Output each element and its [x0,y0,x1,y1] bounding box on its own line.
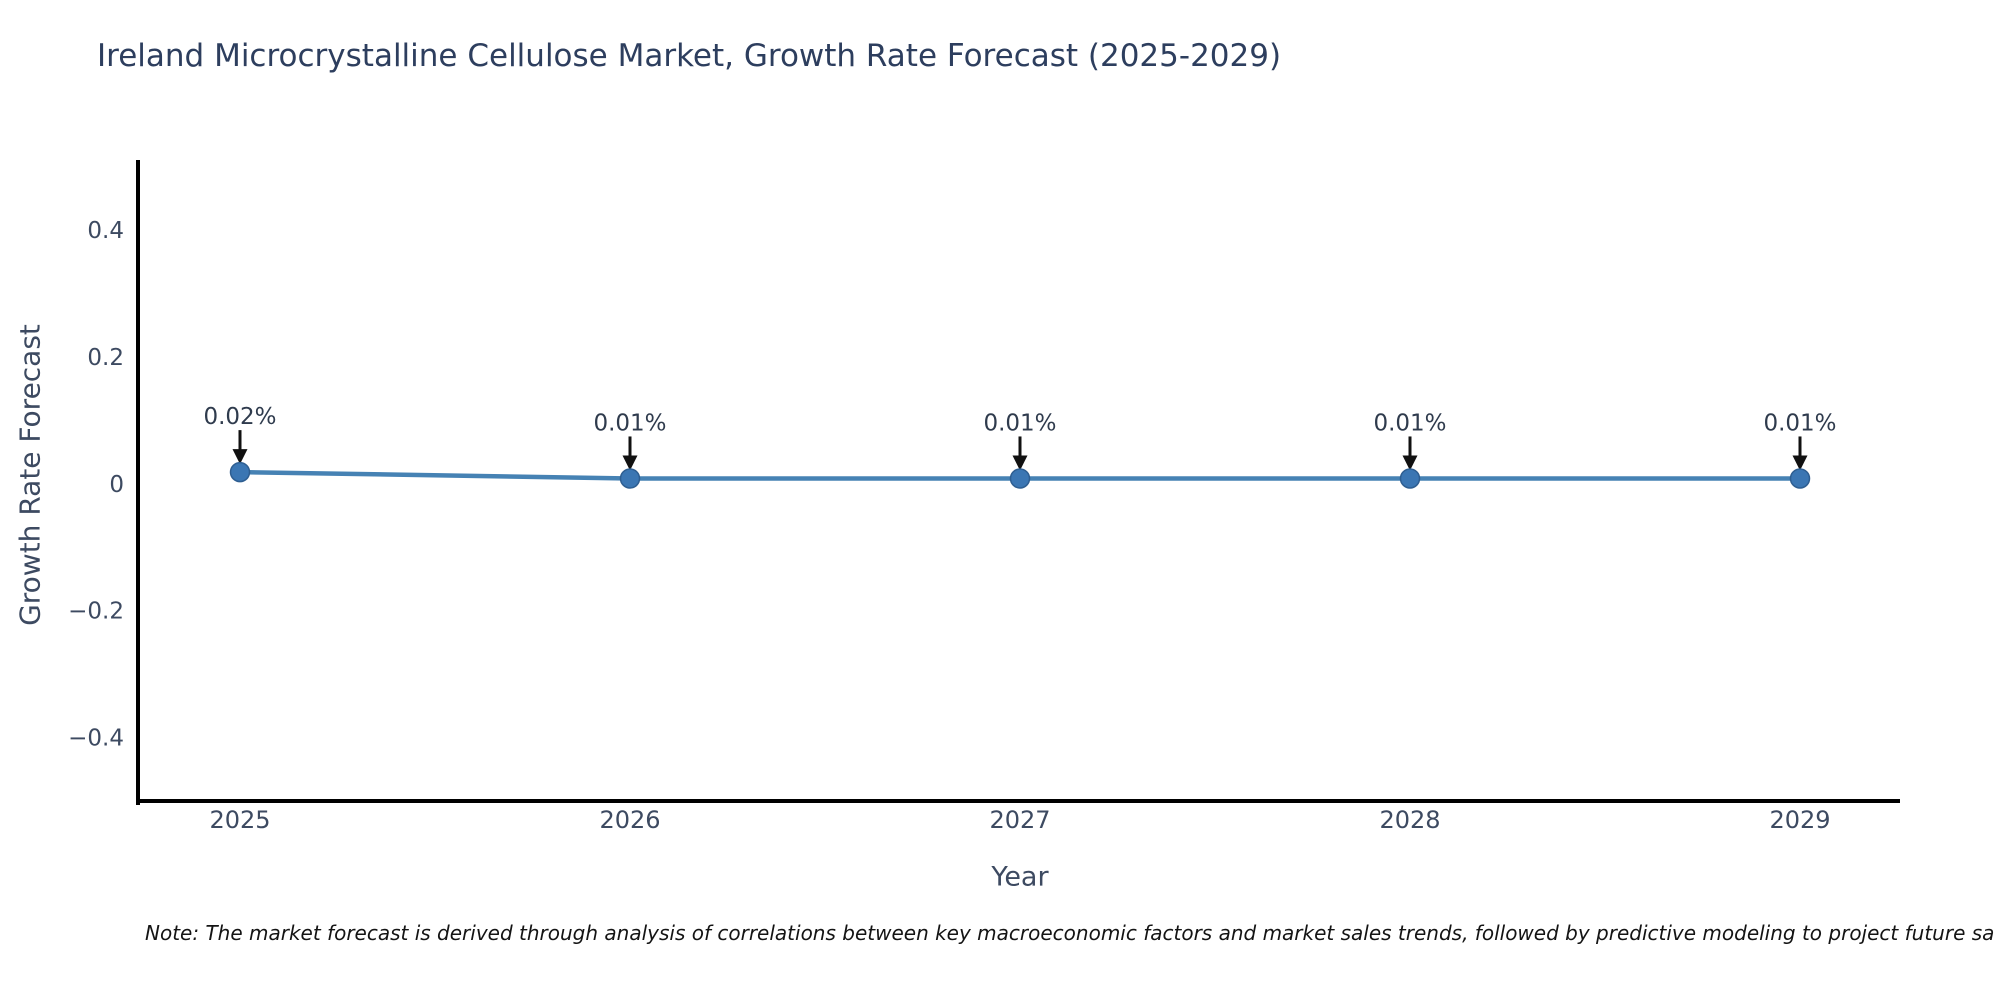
chart-title: Ireland Microcrystalline Cellulose Marke… [97,38,1282,74]
data-point-marker [1009,468,1031,489]
x-tick-label: 2028 [1379,806,1440,834]
x-axis-title: Year [991,861,1049,893]
data-point-marker [1789,468,1811,489]
x-axis-spine [136,799,1900,803]
x-tick-label: 2029 [1769,806,1830,834]
footnote: Note: The market forecast is derived thr… [145,921,1995,945]
x-tick-label: 2026 [599,806,660,834]
y-tick-label: 0.4 [87,218,124,244]
data-point-annotation: 0.01% [1763,410,1836,436]
annotation-arrow-head [1402,455,1418,471]
data-point-annotation: 0.01% [593,410,666,436]
y-tick-label: 0.2 [87,345,124,371]
data-point-annotation: 0.02% [203,404,276,430]
data-point-annotation: 0.01% [1373,410,1446,436]
annotation-arrow-head [232,449,248,465]
x-tick-label: 2025 [209,806,270,834]
y-tick-label: 0 [109,472,124,498]
y-tick-label: −0.4 [68,726,124,752]
annotation-arrow-head [1792,455,1808,471]
data-point-marker [229,461,251,483]
data-point-annotation: 0.01% [983,410,1056,436]
annotation-arrow-head [622,455,638,471]
y-tick-label: −0.2 [68,599,124,625]
y-axis-spine [136,160,140,805]
data-point-marker [619,468,641,489]
data-point-marker [1399,468,1421,489]
x-tick-label: 2027 [989,806,1050,834]
annotation-arrow-head [1012,455,1028,471]
